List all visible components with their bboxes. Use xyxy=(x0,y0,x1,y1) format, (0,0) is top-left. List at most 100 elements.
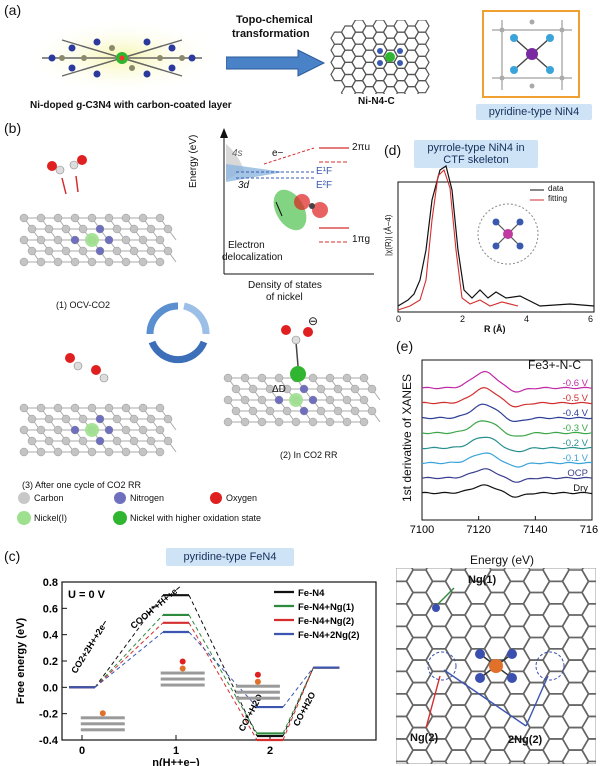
exafs-legend-fit: fitting xyxy=(548,194,568,203)
fe-slab-icon xyxy=(80,722,125,726)
panel-a-right-caption: pyridine-type NiN4 xyxy=(476,104,592,120)
xanes-line-6 xyxy=(421,468,593,483)
legend-nickel-i: Nickel(I) xyxy=(34,513,67,523)
fe-slab-icon xyxy=(160,671,205,675)
xanes-series-label: -0.5 V xyxy=(563,393,589,404)
xanes-xtick-label: 7140 xyxy=(523,524,547,536)
exafs-ylabel: |χ(R)| (Å−4) xyxy=(384,214,393,256)
orbital-3d: 3d xyxy=(238,180,250,191)
fe-connector-1-0 xyxy=(94,614,164,688)
fe-xtick-label: 2 xyxy=(267,745,273,757)
fen4-top-view xyxy=(396,568,596,764)
fe-ytick-label: -0.2 xyxy=(39,709,58,721)
panel-a-mid-caption: Ni-N4-C xyxy=(358,96,395,107)
deloc-label-1: Electron xyxy=(228,240,265,251)
panel-b-label: (b) xyxy=(4,120,22,136)
legend-carbon: Carbon xyxy=(34,493,64,503)
atom-legend-symbols xyxy=(17,492,222,525)
legend-oxygen: Oxygen xyxy=(226,493,258,503)
fe-xtick-label: 0 xyxy=(79,745,85,757)
xanes-xtick-label: 7160 xyxy=(580,524,598,536)
exafs-xlabel: R (Å) xyxy=(484,324,506,334)
xanes-line-0 xyxy=(421,370,593,393)
minus-charge: ⊖ xyxy=(308,314,319,328)
pyridine-nin4-box xyxy=(482,10,580,98)
fe-connector-0-1 xyxy=(188,594,258,737)
fe-slab-icon xyxy=(80,716,125,720)
fe-slab-icon xyxy=(235,696,280,700)
exafs-data-line xyxy=(397,165,595,307)
xanes-series-label: Dry xyxy=(573,483,588,494)
fe-ytick-label: 0.6 xyxy=(43,603,58,615)
panel-a-arrow-text-1: Topo-chemical xyxy=(236,14,313,26)
fe-slab-icon xyxy=(80,728,125,732)
xanes-series-label: -0.6 V xyxy=(563,378,589,389)
xanes-xtick-label: 7100 xyxy=(410,524,434,536)
fe-connector-2-2 xyxy=(282,667,314,741)
xanes-series-label: -0.3 V xyxy=(563,423,589,434)
xanes-xtick-label: 7120 xyxy=(466,524,490,536)
fe-potential-label: U = 0 V xyxy=(68,589,106,601)
fe-step0-label: CO2+2H++2e− xyxy=(69,618,110,675)
exafs-fit-line xyxy=(397,168,519,311)
xanes-series-label: OCP xyxy=(567,468,588,479)
level-2pi: 2πu xyxy=(352,142,371,153)
level-e1: E¹F xyxy=(316,166,333,177)
fe-xlabel: n(H++e−) xyxy=(152,757,200,766)
exafs-xtick-4: 4 xyxy=(524,314,530,324)
orbital-4s: 4s xyxy=(232,148,243,159)
fe-connector-1-1 xyxy=(188,614,258,734)
fe-adsorbate xyxy=(254,671,261,678)
exafs-xtick-0: 0 xyxy=(396,314,402,324)
xanes-line-2 xyxy=(421,403,593,423)
fe-connector-2-0 xyxy=(94,622,164,688)
fe-ytick-label: 0.0 xyxy=(43,682,58,694)
fe-slab-icon xyxy=(235,690,280,694)
fe-ylabel: Free energy (eV) xyxy=(15,618,27,705)
state-3-structure xyxy=(19,353,177,457)
fe-connector-3-0 xyxy=(94,631,164,688)
gc3n4-structure xyxy=(22,19,222,95)
panel-a-arrow-text-2: transformation xyxy=(232,28,310,40)
xanes-series-label: -0.2 V xyxy=(563,438,589,449)
state-2-caption: (2) In CO2 RR xyxy=(280,450,338,460)
xanes-chart: 7100 7120 7140 7160 -0.6 V -0.5 V -0.4 V -0.3 V… xyxy=(410,359,598,536)
dos-energy-diagram xyxy=(220,128,374,275)
exafs-legend-data: data xyxy=(548,184,564,193)
fe-ytick-label: -0.4 xyxy=(39,735,59,747)
fe-connector-0-2 xyxy=(282,667,314,737)
dos-label-2: of nickel xyxy=(266,292,303,303)
fe-legend-label: Fe-N4+2Ng(2) xyxy=(298,630,360,641)
xanes-line-7 xyxy=(421,484,593,498)
exafs-xtick-6: 6 xyxy=(588,314,594,324)
state-2-structure xyxy=(223,325,381,427)
delta-d-label: ΔD xyxy=(272,384,286,395)
panel-c-label: (c) xyxy=(4,548,21,564)
fe-legend-label: Fe-N4+Ng(1) xyxy=(298,602,354,613)
xanes-line-1 xyxy=(421,386,593,408)
fe-connector-2-1 xyxy=(188,622,258,741)
ni-n4-c-structure xyxy=(330,20,430,94)
fe-fe-atom xyxy=(99,710,106,717)
fe-legend-label: Fe-N4+Ng(2) xyxy=(298,616,354,627)
label-2ng2: 2Ng(2) xyxy=(508,734,543,746)
legend-nitrogen: Nitrogen xyxy=(130,493,165,503)
deloc-label-2: delocalization xyxy=(222,252,283,263)
state-1-structure xyxy=(19,155,177,267)
level-1pi: 1πg xyxy=(352,234,371,245)
panel-a-label: (a) xyxy=(4,2,22,18)
exafs-xtick-2: 2 xyxy=(460,314,466,324)
fe-adsorbate xyxy=(179,658,186,665)
panel-e-label: (e) xyxy=(396,338,414,354)
fe-slab-icon xyxy=(160,677,205,681)
dos-label-1: Density of states xyxy=(248,280,322,291)
xanes-series-label: -0.4 V xyxy=(563,408,589,419)
xanes-line-5 xyxy=(421,452,593,468)
xanes-series-label: -0.1 V xyxy=(563,453,589,464)
fe-connector-3-2 xyxy=(282,667,314,708)
fe-slab-icon xyxy=(235,684,280,688)
fe-connector-1-2 xyxy=(282,667,314,734)
panel-c-banner: pyridine-type FeN4 xyxy=(166,548,294,566)
exafs-chart xyxy=(397,165,595,313)
state-3-caption: (3) After one cycle of CO2 RR xyxy=(22,480,142,490)
